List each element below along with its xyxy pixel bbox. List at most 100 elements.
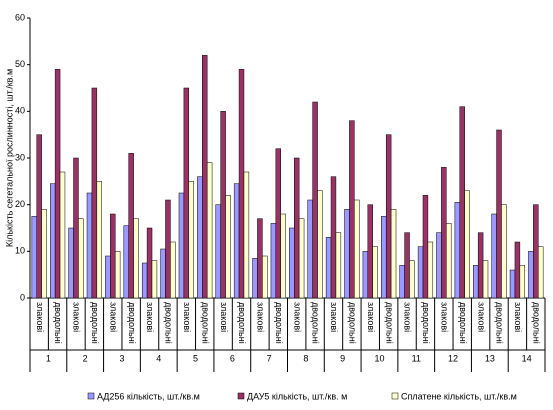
bar [31,216,37,299]
bar [289,227,295,299]
bar [170,241,176,299]
bar [335,232,342,299]
bar [202,55,208,299]
x-tick-label: злакові [439,302,449,332]
bar [482,260,489,299]
legend-swatch [237,392,245,400]
bar [243,171,250,299]
group-label: 5 [193,353,198,363]
bar [459,106,465,299]
bar [491,213,497,299]
bar [477,232,484,299]
bar [54,69,61,299]
bar [110,213,116,299]
bar [385,134,392,299]
y-tick-label: 30 [15,152,25,162]
bar [317,190,323,299]
bar [225,195,231,299]
group-label: 11 [412,353,421,363]
legend-swatch [87,392,95,400]
bar [293,157,300,299]
group-label: 1 [46,353,51,363]
x-tick-label: злакові [219,302,229,332]
bar [417,246,424,299]
x-tick-label: дводольні [164,302,174,344]
bar [454,202,461,299]
bar [496,129,502,299]
x-tick-label: злакові [513,302,523,332]
y-axis-label: Кількість сегетальної рослинності, шт./к… [4,69,14,247]
y-tick-label: 60 [15,12,25,22]
bar [367,204,373,299]
bar [446,223,452,299]
bar [427,241,434,299]
bar [257,218,263,299]
bar [514,241,521,299]
bar [86,192,93,299]
x-tick-label: дводольні [458,302,468,344]
bar [330,176,337,299]
bar [519,265,526,299]
bar [133,218,139,299]
bar [501,204,507,299]
group-label: 10 [374,353,384,363]
bar [409,260,415,299]
x-tick-label: злакові [145,302,155,332]
bar [105,255,111,299]
bar [464,190,470,299]
bar [128,153,134,299]
bar [160,248,166,299]
bar [188,181,194,299]
group-label: 2 [83,353,88,363]
y-tick-label: 40 [15,106,25,116]
y-tick-label: 0 [20,292,25,302]
x-tick-label: злакові [182,302,192,332]
group-label: 9 [340,353,345,363]
bar [252,258,258,299]
bar [354,199,360,299]
bar [325,237,332,299]
bar [372,246,378,299]
x-tick-label: дводольні [90,302,100,344]
bar [114,251,121,299]
bar [538,246,544,299]
bar [349,120,355,299]
bar [183,87,190,299]
x-tick-label: дводольні [127,302,137,344]
x-tick-label: злакові [35,302,45,332]
y-tick-label: 20 [15,199,25,209]
bar [441,167,447,299]
x-tick-label: дводольні [200,302,210,344]
bar [436,232,442,299]
bar [312,101,318,299]
bar [390,209,397,299]
bar [146,227,153,299]
legend-label: ДАУ5 кількість, шт./кв. м [247,391,347,401]
bar [280,213,286,299]
bar [275,148,282,299]
group-label: 8 [303,353,308,363]
bar [422,195,429,299]
x-tick-label: дводольні [53,302,63,344]
bar [123,225,129,299]
bar [238,69,245,299]
x-tick-label: злакові [403,302,413,332]
bar [206,162,213,299]
group-label: 3 [119,353,124,363]
bar [151,260,158,299]
x-tick-label: злакові [329,302,339,332]
x-tick-label: дводольні [237,302,247,344]
bar [141,262,148,299]
x-tick-label: злакові [476,302,486,332]
group-label: 6 [230,353,235,363]
bar [220,111,226,299]
bar [215,204,221,299]
bar [49,183,56,299]
group-label: 13 [485,353,495,363]
bar [68,227,74,299]
x-tick-label: дводольні [495,302,505,344]
group-label: 4 [156,353,161,363]
bar [36,134,42,299]
